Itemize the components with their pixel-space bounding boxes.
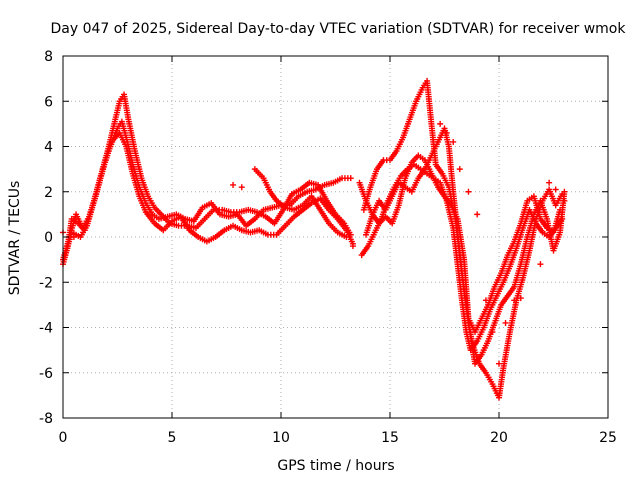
y-tick-label: 4 bbox=[44, 140, 53, 156]
data-point bbox=[561, 197, 568, 204]
chart-title: Day 047 of 2025, Sidereal Day-to-day VTE… bbox=[51, 21, 627, 37]
data-points bbox=[60, 77, 568, 401]
data-point bbox=[537, 261, 544, 268]
data-point bbox=[496, 360, 502, 367]
y-tick-labels: -8 -6 -4 -2 0 2 4 6 8 bbox=[39, 49, 53, 427]
y-tick-label: 8 bbox=[44, 49, 53, 65]
data-point bbox=[489, 329, 496, 336]
data-point bbox=[343, 234, 350, 240]
x-axis-label: GPS time / hours bbox=[277, 458, 394, 474]
x-tick-label: 15 bbox=[381, 430, 399, 446]
data-point bbox=[456, 166, 463, 173]
data-point bbox=[546, 179, 553, 186]
y-tick-label: -2 bbox=[39, 275, 53, 291]
y-tick-label: 6 bbox=[44, 94, 53, 110]
data-point bbox=[557, 206, 564, 213]
data-point bbox=[517, 295, 524, 302]
x-tick-label: 25 bbox=[599, 430, 617, 446]
x-tick-labels: 0 5 10 15 20 25 bbox=[59, 430, 617, 446]
data-point bbox=[511, 297, 518, 304]
data-point bbox=[450, 138, 457, 145]
y-axis-label: SDTVAR / TECUs bbox=[7, 181, 23, 296]
grid-lines bbox=[63, 56, 608, 418]
data-point bbox=[502, 319, 509, 326]
x-tick-label: 10 bbox=[272, 430, 290, 446]
x-tick-label: 0 bbox=[59, 430, 68, 446]
y-tick-label: 2 bbox=[44, 185, 53, 201]
x-tick-label: 5 bbox=[168, 430, 177, 446]
data-point bbox=[465, 188, 472, 195]
y-tick-label: 0 bbox=[44, 230, 53, 246]
data-point bbox=[230, 181, 237, 188]
data-point bbox=[552, 186, 559, 193]
data-point bbox=[561, 188, 568, 195]
data-point bbox=[437, 120, 444, 127]
data-point bbox=[482, 297, 489, 304]
axis-ticks bbox=[62, 55, 609, 419]
data-point bbox=[474, 211, 481, 218]
y-tick-label: -6 bbox=[39, 366, 53, 382]
y-tick-label: -4 bbox=[39, 321, 53, 337]
y-tick-label: -8 bbox=[39, 411, 53, 427]
data-point bbox=[349, 243, 356, 250]
data-point bbox=[238, 184, 245, 191]
data-point bbox=[443, 129, 450, 136]
x-tick-label: 20 bbox=[490, 430, 508, 446]
data-point bbox=[70, 234, 77, 240]
data-point bbox=[347, 175, 354, 182]
